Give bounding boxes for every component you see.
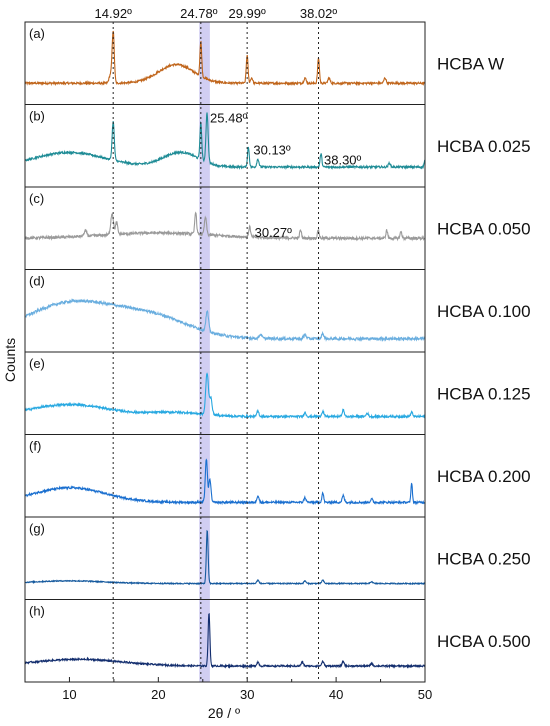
panels-layer [24,30,426,669]
x-tick-label-4: 40 [329,687,343,702]
panel-frame-6 [24,434,426,518]
sample-label-7: HCBA 0.250 [437,549,531,568]
series-line-8 [24,612,426,669]
sample-label-5: HCBA 0.125 [437,384,531,403]
sample-label-4: HCBA 0.100 [437,302,531,321]
peak-annotation-2-2: 30.13º [253,143,291,158]
panel-frame-1 [24,21,426,105]
sample-label-1: HCBA W [437,54,504,73]
panel-letter-1: (a) [29,26,45,41]
series-line-2 [24,112,426,170]
x-tick-label-3: 30 [240,687,254,702]
series-line-1 [24,30,426,87]
series-line-6 [24,458,426,506]
panel-letter-8: (h) [29,604,45,619]
series-line-4 [24,298,426,343]
x-tick-label-1: 10 [62,687,76,702]
panel-frame-7 [24,516,426,600]
sample-label-8: HCBA 0.500 [437,632,531,651]
labels-layer: (a) HCBA W (b) HCBA 0.025 25.48º 30.13º 38.30º… [29,6,531,651]
series-line-5 [24,372,426,420]
peak-annotation-2-1: 25.48º [210,111,248,126]
panel-letter-6: (f) [29,439,41,454]
series-line-7 [24,529,426,586]
panel-letter-3: (c) [29,191,44,206]
panel-frame-5 [24,351,426,435]
x-axis-title: 2θ / º [208,705,240,721]
reference-label-2: 24.78º [180,6,218,21]
panel-frame-3 [24,186,426,270]
peak-annotation-3-1: 30.27º [255,225,293,240]
reference-label-4: 38.02º [300,6,338,21]
frames-layer [24,21,426,683]
x-axis: 10 20 30 40 50 [24,677,432,702]
panel-letter-7: (g) [29,521,45,536]
sample-label-3: HCBA 0.050 [437,219,531,238]
sample-label-2: HCBA 0.025 [437,137,531,156]
y-axis-title: Counts [2,338,18,382]
x-tick-label-5: 50 [418,687,432,702]
panel-frame-8 [24,599,426,683]
series-line-3 [24,211,426,242]
reference-label-3: 29.99º [228,6,266,21]
panel-letter-2: (b) [29,109,45,124]
x-tick-label-2: 20 [151,687,165,702]
peak-annotation-2-3: 38.30º [324,153,362,168]
reference-label-1: 14.92º [95,6,133,21]
panel-letter-4: (d) [29,274,45,289]
panel-letter-5: (e) [29,356,45,371]
sample-label-6: HCBA 0.200 [437,467,531,486]
